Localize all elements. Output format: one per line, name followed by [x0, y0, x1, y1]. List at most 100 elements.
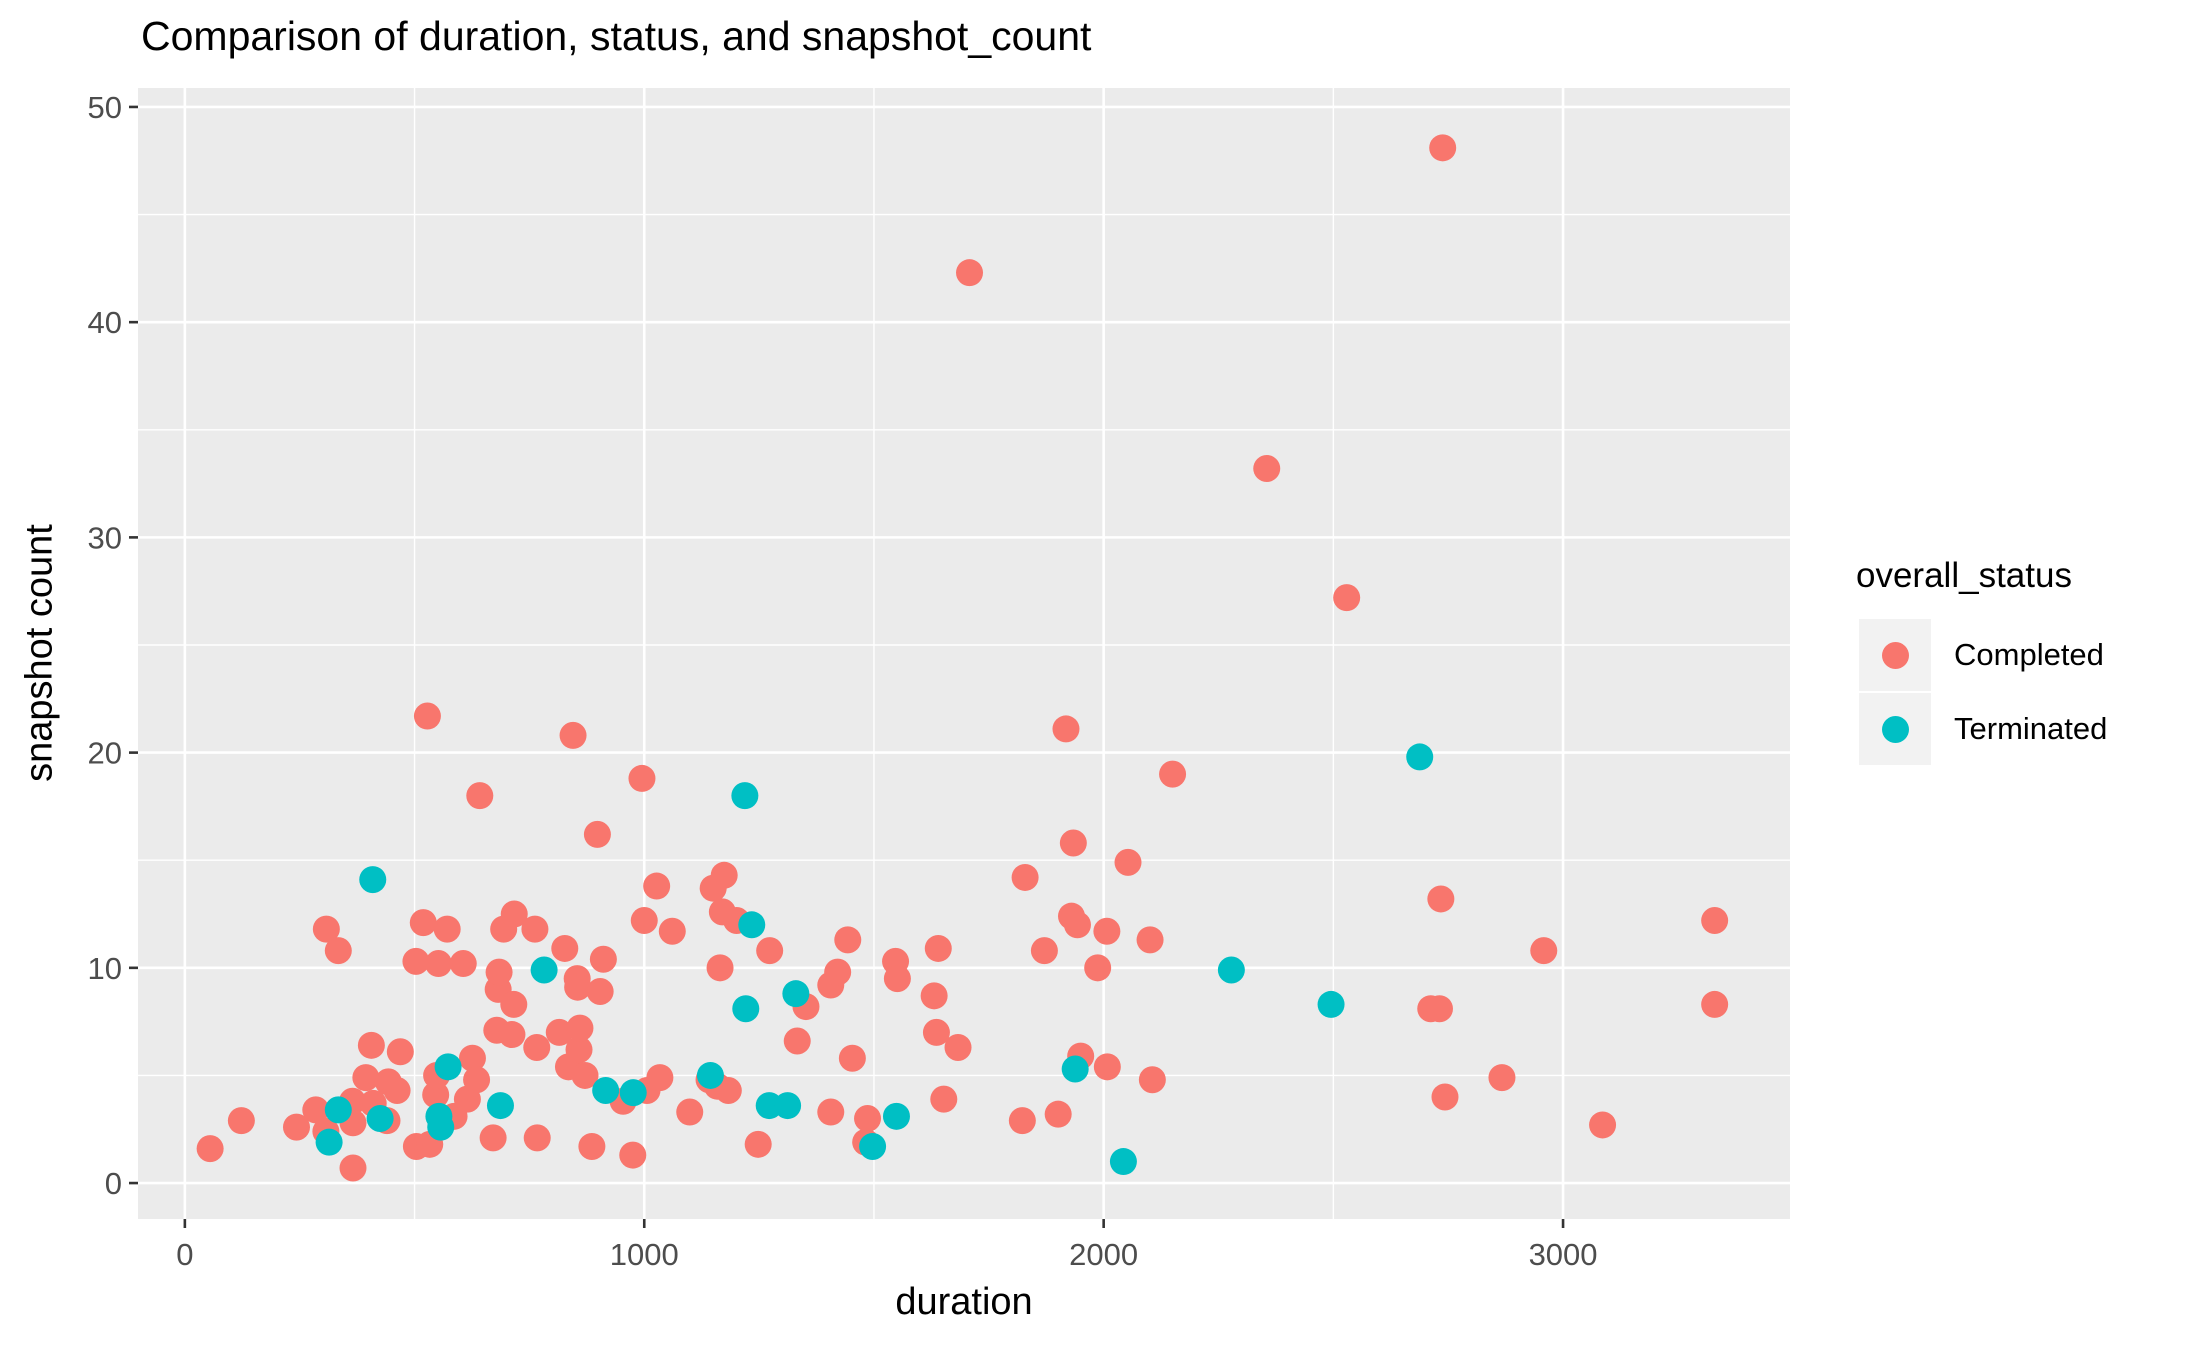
data-point-completed — [1136, 926, 1164, 954]
x-tick-label: 1000 — [610, 1237, 679, 1272]
data-point-completed — [302, 1096, 330, 1124]
x-tick-label: 3000 — [1529, 1237, 1598, 1272]
data-point-completed — [834, 926, 862, 954]
data-point-completed — [924, 934, 952, 962]
data-point-completed — [714, 1077, 742, 1105]
x-tick-label: 0 — [176, 1237, 193, 1272]
data-point-completed — [744, 1130, 772, 1158]
data-point-completed — [922, 1018, 950, 1046]
data-point-completed — [1044, 1100, 1072, 1128]
completed-point-icon — [1881, 641, 1909, 669]
data-point-terminated — [1061, 1055, 1089, 1083]
data-point-completed — [564, 973, 592, 1001]
y-tick-label: 0 — [105, 1166, 122, 1201]
data-point-completed — [1011, 863, 1039, 891]
data-point-terminated — [359, 866, 387, 894]
data-point-completed — [1114, 848, 1142, 876]
data-point-terminated — [696, 1061, 724, 1089]
data-point-completed — [402, 947, 430, 975]
data-point-completed — [1427, 885, 1455, 913]
data-point-completed — [1084, 954, 1112, 982]
data-point-completed — [339, 1154, 367, 1182]
data-point-completed — [1701, 906, 1729, 934]
data-point-terminated — [592, 1077, 620, 1105]
data-point-completed — [479, 1124, 507, 1152]
terminated-point-icon — [1881, 715, 1909, 743]
data-point-completed — [619, 1141, 647, 1169]
data-point-terminated — [530, 956, 558, 984]
data-point-terminated — [427, 1113, 455, 1141]
data-point-terminated — [859, 1132, 887, 1160]
data-point-completed — [383, 1077, 411, 1105]
y-tick-label: 50 — [88, 90, 122, 125]
data-point-completed — [783, 1027, 811, 1055]
data-point-completed — [643, 872, 671, 900]
legend-key-terminated — [1859, 693, 1931, 765]
data-point-terminated — [782, 980, 810, 1008]
y-tick-label: 40 — [88, 305, 122, 340]
x-axis-title: duration — [895, 1281, 1033, 1323]
data-point-completed — [466, 782, 494, 810]
data-point-completed — [312, 915, 340, 943]
data-point-completed — [1701, 990, 1729, 1018]
legend-label-terminated: Terminated — [1954, 711, 2108, 746]
data-point-terminated — [1217, 956, 1245, 984]
data-point-completed — [551, 934, 579, 962]
data-point-completed — [1488, 1064, 1516, 1092]
data-point-completed — [854, 1104, 882, 1132]
y-tick-label: 20 — [88, 736, 122, 771]
data-point-completed — [883, 965, 911, 993]
data-point-completed — [352, 1064, 380, 1092]
data-point-completed — [589, 945, 617, 973]
data-point-completed — [824, 958, 852, 986]
chart-title: Comparison of duration, status, and snap… — [141, 13, 1092, 59]
data-point-completed — [1093, 1053, 1121, 1081]
data-point-completed — [944, 1033, 972, 1061]
data-point-completed — [817, 1098, 845, 1126]
x-tick-label: 2000 — [1069, 1237, 1138, 1272]
data-point-completed — [1333, 584, 1361, 612]
data-point-completed — [1253, 455, 1281, 483]
data-point-completed — [956, 259, 984, 287]
data-point-completed — [630, 906, 658, 934]
data-point-completed — [523, 1124, 551, 1152]
data-point-terminated — [619, 1079, 647, 1107]
data-point-completed — [196, 1135, 224, 1163]
data-point-terminated — [731, 782, 759, 810]
data-point-terminated — [434, 1053, 462, 1081]
data-point-completed — [357, 1031, 385, 1059]
y-tick-label: 10 — [88, 951, 122, 986]
data-point-completed — [1589, 1111, 1617, 1139]
data-point-completed — [930, 1085, 958, 1113]
data-point-terminated — [1317, 990, 1345, 1018]
data-point-completed — [559, 721, 587, 749]
data-point-completed — [227, 1107, 255, 1135]
data-point-terminated — [882, 1102, 910, 1130]
data-point-completed — [1431, 1083, 1459, 1111]
data-point-completed — [500, 990, 528, 1018]
data-point-completed — [424, 950, 452, 978]
data-point-terminated — [315, 1128, 343, 1156]
data-point-completed — [583, 820, 611, 848]
data-point-completed — [1052, 715, 1080, 743]
data-point-completed — [449, 950, 477, 978]
data-point-completed — [1030, 937, 1058, 965]
data-point-terminated — [774, 1092, 802, 1120]
legend-label-completed: Completed — [1954, 637, 2104, 672]
data-point-completed — [1159, 760, 1187, 788]
data-point-completed — [1425, 995, 1453, 1023]
data-point-completed — [1530, 937, 1558, 965]
data-point-completed — [565, 1036, 593, 1064]
data-point-completed — [463, 1066, 491, 1094]
y-tick-label: 30 — [88, 520, 122, 555]
data-point-completed — [1093, 917, 1121, 945]
data-point-completed — [710, 861, 738, 889]
data-point-completed — [1008, 1107, 1036, 1135]
data-point-completed — [413, 702, 441, 730]
data-point-terminated — [1406, 743, 1434, 771]
legend-title: overall_status — [1856, 556, 2072, 595]
data-point-completed — [282, 1113, 310, 1141]
data-point-completed — [658, 917, 686, 945]
data-point-terminated — [324, 1096, 352, 1124]
